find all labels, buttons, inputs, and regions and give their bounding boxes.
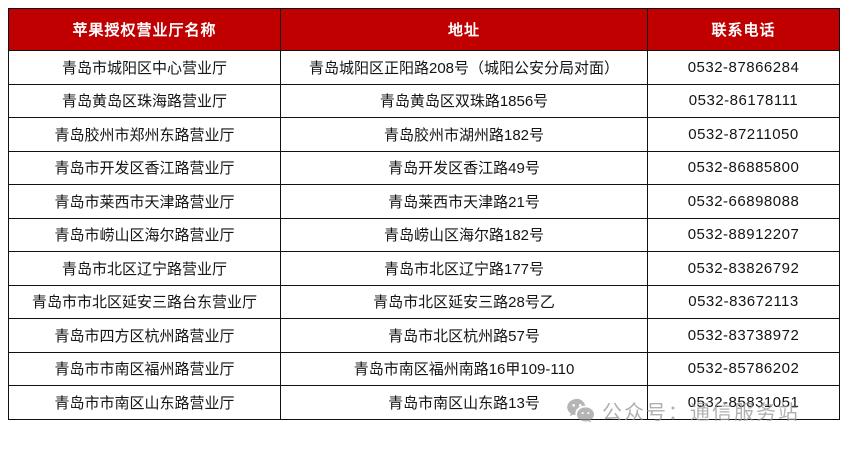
address-cell: 青岛黄岛区双珠路1856号 xyxy=(280,83,648,118)
store-name-cell: 青岛市莱西市天津路营业厅 xyxy=(8,184,281,219)
store-name-cell: 青岛市市南区山东路营业厅 xyxy=(8,385,281,420)
phone-cell: 0532-86178111 xyxy=(647,83,840,118)
table-row: 青岛市开发区香江路营业厅 青岛开发区香江路49号 0532-86885800 xyxy=(8,150,840,185)
address-cell: 青岛市南区福州南路16甲109-110 xyxy=(280,351,648,386)
store-name-cell: 青岛市北区辽宁路营业厅 xyxy=(8,251,281,286)
stores-table: 苹果授权营业厅名称 地址 联系电话 青岛市城阳区中心营业厅 青岛城阳区正阳路208… xyxy=(8,8,840,420)
store-name-cell: 青岛市市北区延安三路台东营业厅 xyxy=(8,284,281,319)
table-row: 青岛市市南区山东路营业厅 青岛市南区山东路13号 0532-85831051 xyxy=(8,385,840,420)
phone-cell: 0532-87866284 xyxy=(647,50,840,85)
store-name-cell: 青岛市四方区杭州路营业厅 xyxy=(8,318,281,353)
address-cell: 青岛城阳区正阳路208号（城阳公安分局对面） xyxy=(280,50,648,85)
address-cell: 青岛莱西市天津路21号 xyxy=(280,184,648,219)
address-cell: 青岛胶州市湖州路182号 xyxy=(280,117,648,152)
phone-cell: 0532-85831051 xyxy=(647,385,840,420)
store-name-cell: 青岛黄岛区珠海路营业厅 xyxy=(8,83,281,118)
address-cell: 青岛市南区山东路13号 xyxy=(280,385,648,420)
address-cell: 青岛开发区香江路49号 xyxy=(280,150,648,185)
table-row: 青岛市四方区杭州路营业厅 青岛市北区杭州路57号 0532-83738972 xyxy=(8,318,840,353)
phone-cell: 0532-88912207 xyxy=(647,217,840,252)
table-row: 青岛市城阳区中心营业厅 青岛城阳区正阳路208号（城阳公安分局对面） 0532-87… xyxy=(8,50,840,85)
table-row: 青岛市莱西市天津路营业厅 青岛莱西市天津路21号 0532-66898088 xyxy=(8,184,840,219)
column-header-store-name: 苹果授权营业厅名称 xyxy=(8,8,281,51)
table-header-row: 苹果授权营业厅名称 地址 联系电话 xyxy=(8,8,840,51)
table-row: 青岛黄岛区珠海路营业厅 青岛黄岛区双珠路1856号 0532-86178111 xyxy=(8,83,840,118)
address-cell: 青岛市北区辽宁路177号 xyxy=(280,251,648,286)
table-row: 青岛胶州市郑州东路营业厅 青岛胶州市湖州路182号 0532-87211050 xyxy=(8,117,840,152)
phone-cell: 0532-83738972 xyxy=(647,318,840,353)
phone-cell: 0532-87211050 xyxy=(647,117,840,152)
table-row: 青岛市北区辽宁路营业厅 青岛市北区辽宁路177号 0532-83826792 xyxy=(8,251,840,286)
store-name-cell: 青岛市城阳区中心营业厅 xyxy=(8,50,281,85)
table-row: 青岛市市南区福州路营业厅 青岛市南区福州南路16甲109-110 0532-8578… xyxy=(8,351,840,386)
address-cell: 青岛市北区延安三路28号乙 xyxy=(280,284,648,319)
phone-cell: 0532-83672113 xyxy=(647,284,840,319)
phone-cell: 0532-66898088 xyxy=(647,184,840,219)
table-row: 青岛市崂山区海尔路营业厅 青岛崂山区海尔路182号 0532-88912207 xyxy=(8,217,840,252)
store-name-cell: 青岛胶州市郑州东路营业厅 xyxy=(8,117,281,152)
address-cell: 青岛崂山区海尔路182号 xyxy=(280,217,648,252)
table-row: 青岛市市北区延安三路台东营业厅 青岛市北区延安三路28号乙 0532-8367211… xyxy=(8,284,840,319)
phone-cell: 0532-85786202 xyxy=(647,351,840,386)
phone-cell: 0532-83826792 xyxy=(647,251,840,286)
column-header-address: 地址 xyxy=(280,8,648,51)
store-name-cell: 青岛市开发区香江路营业厅 xyxy=(8,150,281,185)
store-name-cell: 青岛市崂山区海尔路营业厅 xyxy=(8,217,281,252)
column-header-phone: 联系电话 xyxy=(647,8,840,51)
stores-table-body: 青岛市城阳区中心营业厅 青岛城阳区正阳路208号（城阳公安分局对面） 0532-87… xyxy=(8,50,840,420)
phone-cell: 0532-86885800 xyxy=(647,150,840,185)
store-name-cell: 青岛市市南区福州路营业厅 xyxy=(8,351,281,386)
address-cell: 青岛市北区杭州路57号 xyxy=(280,318,648,353)
